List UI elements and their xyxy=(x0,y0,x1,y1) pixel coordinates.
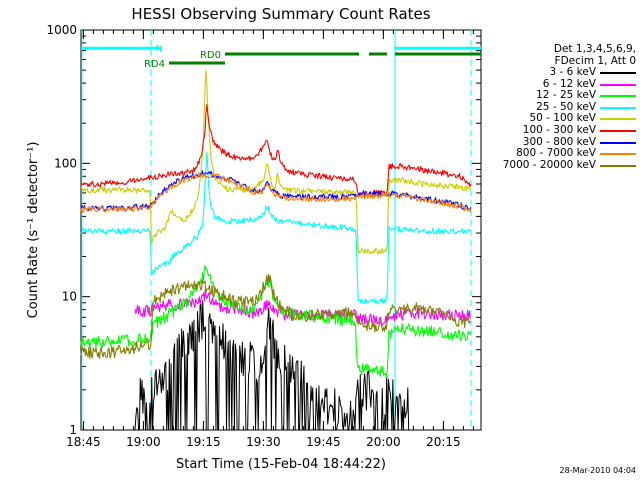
series-line xyxy=(80,104,472,197)
legend-label: 100 - 300 keV xyxy=(522,124,596,136)
legend-label: 7000 - 20000 keV xyxy=(502,158,596,171)
y-tick-label: 10 xyxy=(62,290,77,304)
legend-swatch xyxy=(600,141,636,144)
y-tick-label: 100 xyxy=(54,156,77,170)
annotation-label: RD0 xyxy=(200,50,221,61)
legend-label: 25 - 50 keV xyxy=(536,100,596,113)
legend-label: 3 - 6 keV xyxy=(549,66,596,78)
plot-frame xyxy=(80,29,482,431)
series-line xyxy=(80,70,472,255)
legend-swatch xyxy=(600,164,636,167)
legend-swatch xyxy=(600,83,636,86)
legend-swatch xyxy=(600,72,636,74)
series-line xyxy=(80,170,472,212)
series-line xyxy=(80,273,471,359)
y-axis-label: Count Rate (s⁻¹ detector⁻¹) xyxy=(26,142,41,319)
x-tick-label: 19:00 xyxy=(126,435,161,449)
legend-swatch xyxy=(600,153,636,156)
x-tick-label: 18:45 xyxy=(66,435,101,449)
legend-swatch xyxy=(600,130,636,132)
y-tick-label: 1000 xyxy=(46,23,77,37)
x-axis-label: Start Time (15-Feb-04 18:44:22) xyxy=(176,457,386,472)
annotation-label: RD4 xyxy=(144,59,165,70)
legend-label: 50 - 100 keV xyxy=(529,112,596,125)
y-tick-label: 1 xyxy=(69,423,77,437)
legend-swatch xyxy=(600,118,636,121)
legend-swatch xyxy=(600,95,636,98)
annotation-label: N xyxy=(156,44,163,55)
series-line xyxy=(134,288,471,327)
x-tick-label: 20:15 xyxy=(426,435,461,449)
chart-title: HESSI Observing Summary Count Rates xyxy=(131,5,430,23)
series-line xyxy=(80,171,472,214)
legend-label: 800 - 7000 keV xyxy=(516,147,596,160)
legend-label: 6 - 12 keV xyxy=(542,77,596,90)
x-tick-label: 19:15 xyxy=(186,435,221,449)
series-line xyxy=(134,300,410,431)
legend-label: 300 - 800 keV xyxy=(522,135,596,148)
x-tick-label: 19:30 xyxy=(246,435,281,449)
header-line-2: FDecim 1, Att 0 xyxy=(554,55,636,67)
x-tick-label: 19:45 xyxy=(306,435,341,449)
series-line xyxy=(80,151,472,305)
series-line xyxy=(80,265,472,378)
legend-label: 12 - 25 keV xyxy=(536,89,596,102)
x-tick-label: 20:00 xyxy=(366,435,401,449)
header-line-1: Det 1,3,4,5,6,9, xyxy=(553,43,636,55)
footer-date: 28-Mar-2010 04:04 xyxy=(559,466,637,475)
legend-swatch xyxy=(600,106,636,109)
